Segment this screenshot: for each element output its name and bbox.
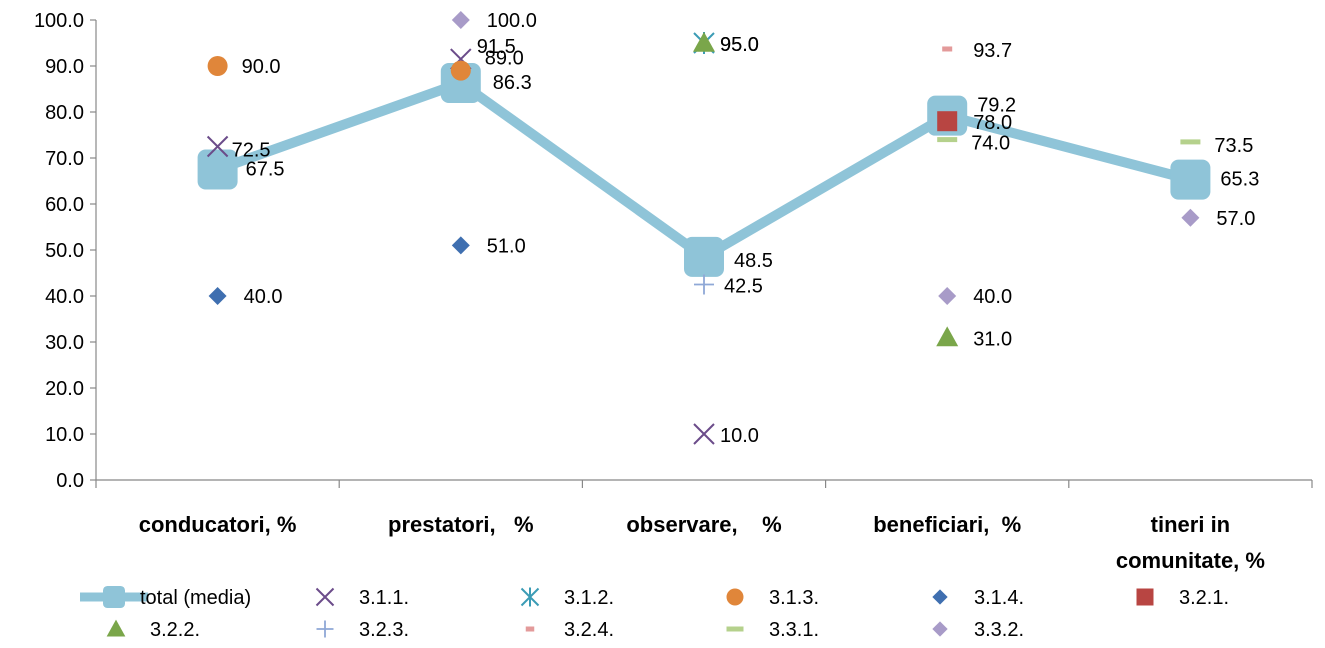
legend-item-3-1-2: 3.1.2.	[520, 587, 614, 609]
y-tick-label: 40.0	[45, 286, 84, 308]
data-label-3-1-4: 40.0	[244, 286, 283, 308]
legend-item-3-3-1: 3.3.1.	[726, 619, 819, 641]
legend-marker-3-3-1	[726, 626, 744, 632]
data-label-3-3-2: 57.0	[1216, 208, 1255, 230]
legend-label-3-1-1: 3.1.1.	[359, 587, 409, 609]
y-tick-label: 100.0	[34, 10, 84, 32]
legend-label-3-1-2: 3.1.2.	[564, 587, 614, 609]
data-point-3-1-3	[207, 56, 228, 76]
legend-label-total-media: total (media)	[140, 587, 251, 609]
x-tick-label: tineri in	[1151, 512, 1230, 537]
legend-item-3-2-2: 3.2.2.	[106, 619, 200, 641]
legend-marker-3-1-2	[520, 587, 540, 607]
legend-label-3-1-3: 3.1.3.	[769, 587, 819, 609]
data-point-3-2-3	[694, 274, 714, 295]
data-label-3-3-2: 40.0	[973, 286, 1012, 308]
y-tick-label: 20.0	[45, 378, 84, 400]
legend-marker-3-1-3	[726, 588, 744, 606]
data-point-total-media	[197, 149, 238, 190]
data-point-3-3-2	[451, 11, 470, 29]
data-label-total-media: 86.3	[493, 72, 532, 94]
y-tick-label: 90.0	[45, 56, 84, 78]
legend-marker-3-3-2	[932, 621, 948, 637]
data-point-3-1-1	[693, 423, 715, 445]
legend-item-3-2-3: 3.2.3.	[316, 619, 409, 641]
legend-marker-3-1-1	[315, 587, 335, 607]
data-point-3-1-3	[450, 60, 471, 81]
data-label-3-2-2: 95.0	[720, 34, 759, 56]
legend-item-3-1-3: 3.1.3.	[726, 587, 819, 609]
y-tick-label: 80.0	[45, 102, 84, 124]
data-point-3-1-1	[206, 135, 229, 158]
data-point-3-2-4	[942, 46, 953, 52]
chart-axes: 0.0 10.0 20.0 30.0 40.0 50.0 60.0 70.0 80.0 90.0 1…	[34, 10, 1313, 573]
data-label-3-1-2: 95.0	[720, 34, 759, 56]
series-line-total-media	[215, 78, 1192, 262]
y-tick-label: 60.0	[45, 194, 84, 216]
data-label-3-2-3: 42.5	[724, 276, 763, 298]
data-point-3-2-1	[937, 111, 958, 132]
y-tick-label: 50.0	[45, 240, 84, 262]
data-label-3-1-4: 51.0	[487, 235, 526, 257]
data-label-3-3-1: 73.5	[1214, 135, 1253, 157]
legend-label-3-2-2: 3.2.2.	[150, 619, 200, 641]
data-label-3-2-4: 93.7	[973, 40, 1012, 62]
data-label-total-media: 48.5	[734, 250, 773, 272]
data-point-3-3-1	[937, 137, 958, 143]
data-label-total-media: 67.5	[246, 159, 285, 181]
x-tick-label: observare, %	[626, 512, 781, 537]
legend-item-total-media: total (media)	[80, 586, 251, 609]
legend-marker-3-2-2	[106, 619, 126, 637]
legend-label-3-3-1: 3.3.1.	[769, 619, 819, 641]
x-tick-label: beneficiari, %	[873, 512, 1021, 537]
data-point-3-2-2	[936, 326, 959, 347]
data-label-3-1-3: 89.0	[485, 48, 524, 70]
legend-item-3-1-4: 3.1.4.	[932, 587, 1024, 609]
legend-marker-total-media	[103, 586, 125, 608]
data-label-total-media: 79.2	[977, 95, 1016, 117]
data-label-3-3-1: 74.0	[971, 133, 1010, 155]
data-label-3-1-1: 91.5	[477, 36, 516, 58]
legend-label-3-1-4: 3.1.4.	[974, 587, 1024, 609]
data-point-3-3-1	[1180, 139, 1201, 145]
legend-marker-3-1-4	[932, 589, 948, 605]
y-tick-label: 70.0	[45, 148, 84, 170]
data-point-total-media	[684, 236, 724, 277]
data-label-3-1-1: 72.5	[232, 140, 271, 162]
y-tick-label: 10.0	[45, 424, 84, 446]
x-tick-label: conducatori, %	[139, 512, 297, 537]
data-label-3-1-1: 10.0	[720, 425, 759, 447]
data-point-3-3-2	[938, 287, 957, 305]
y-tick-label: 30.0	[45, 332, 84, 354]
legend-marker-3-2-3	[316, 620, 334, 638]
data-label-3-2-2: 31.0	[973, 328, 1012, 350]
x-tick-label: comunitate, %	[1116, 548, 1265, 573]
legend-label-3-2-1: 3.2.1.	[1179, 587, 1229, 609]
legend-item-3-3-2: 3.3.2.	[932, 619, 1024, 641]
data-point-3-1-4	[451, 236, 470, 255]
data-label-3-3-2: 100.0	[487, 10, 537, 32]
data-label-3-1-3: 90.0	[242, 56, 281, 78]
legend-marker-3-2-1	[1136, 588, 1154, 606]
legend: total (media) 3.1.1. 3.1.2. 3.1.3. 3.1.4. 3.2…	[80, 586, 1229, 641]
data-point-3-1-4	[208, 287, 227, 305]
data-point-3-3-2	[1181, 208, 1200, 227]
data-label-total-media: 65.3	[1220, 169, 1259, 191]
plot-area	[197, 11, 1211, 445]
data-point-total-media	[440, 63, 481, 104]
data-labels: 67.5 86.3 48.5 79.2 65.3 72.5 91.5 10.0 95.0 90.0…	[232, 10, 1260, 447]
x-tick-label: prestatori, %	[388, 512, 533, 537]
legend-label-3-2-3: 3.2.3.	[359, 619, 409, 641]
legend-item-3-1-1: 3.1.1.	[315, 587, 409, 609]
y-tick-label: 0.0	[56, 470, 84, 492]
legend-item-3-2-1: 3.2.1.	[1136, 587, 1229, 609]
legend-item-3-2-4: 3.2.4.	[525, 619, 614, 641]
data-label-3-2-1: 78.0	[973, 112, 1012, 134]
data-point-total-media	[1170, 159, 1211, 200]
legend-label-3-2-4: 3.2.4.	[564, 619, 614, 641]
data-point-3-2-2	[693, 32, 715, 52]
legend-label-3-3-2: 3.3.2.	[974, 619, 1024, 641]
legend-marker-3-2-4	[525, 626, 535, 632]
